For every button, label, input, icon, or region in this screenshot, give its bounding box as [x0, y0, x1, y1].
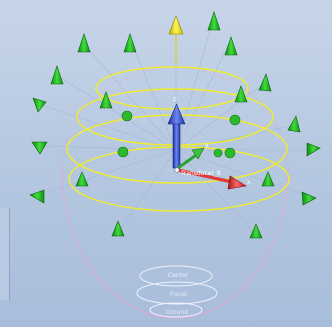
x-axis-head: [227, 175, 247, 190]
y-axis-label: y: [205, 142, 209, 149]
transducer-arrow: [258, 73, 272, 92]
z-axis-head: [167, 103, 186, 125]
center-label: Center: [168, 272, 189, 279]
transducer-arrow: [31, 141, 48, 155]
ring-markers: [117, 110, 241, 159]
transducer-arrow: [234, 85, 248, 103]
y-axis-head: [191, 147, 205, 160]
z-axis-label: z: [173, 96, 176, 103]
transducer-arrow: [29, 189, 45, 204]
yellow-arrow-head: [168, 15, 184, 35]
transducer-arrow: [77, 33, 91, 53]
transducer-arrow: [301, 191, 317, 206]
transducer-arrow: [50, 65, 64, 85]
scene-labels: z y x Transducer_8 Center Focus Ground: [166, 96, 251, 316]
sphere-outline: [61, 67, 289, 319]
marker-ball: [121, 110, 133, 122]
marker-ball: [229, 114, 241, 126]
marker-ball: [213, 148, 223, 158]
axis-gizmo[interactable]: [167, 103, 247, 190]
marker-ball: [224, 147, 236, 159]
transducer-arrow: [287, 115, 301, 133]
transducer-arrow: [99, 91, 113, 109]
x-axis-shaft: [177, 168, 233, 184]
transducer-arrow: [207, 11, 221, 31]
bottom-ghost-rings: [136, 265, 218, 318]
marker-ball: [117, 146, 129, 158]
transducer-arrow: [306, 142, 321, 157]
x-axis-label: x: [247, 179, 251, 186]
transducer-arrows[interactable]: [29, 11, 321, 239]
yellow-ring-top: [95, 66, 249, 110]
top-arrow[interactable]: [168, 15, 184, 64]
transducer-arrow: [224, 36, 238, 56]
transducer-arrow: [123, 33, 137, 53]
ground-label: Ground: [166, 309, 188, 316]
side-panel-edge: [0, 208, 10, 300]
transducer-arrow: [32, 97, 47, 113]
transducer-arrow: [249, 223, 263, 239]
transducer-arrow: [75, 171, 89, 187]
z-axis-shaft: [172, 117, 181, 169]
focus-label: Focus: [170, 291, 187, 298]
transducer-arrow: [261, 171, 275, 187]
transducer-arrow: [111, 220, 125, 237]
transducer-label: Transducer_8: [180, 170, 221, 177]
